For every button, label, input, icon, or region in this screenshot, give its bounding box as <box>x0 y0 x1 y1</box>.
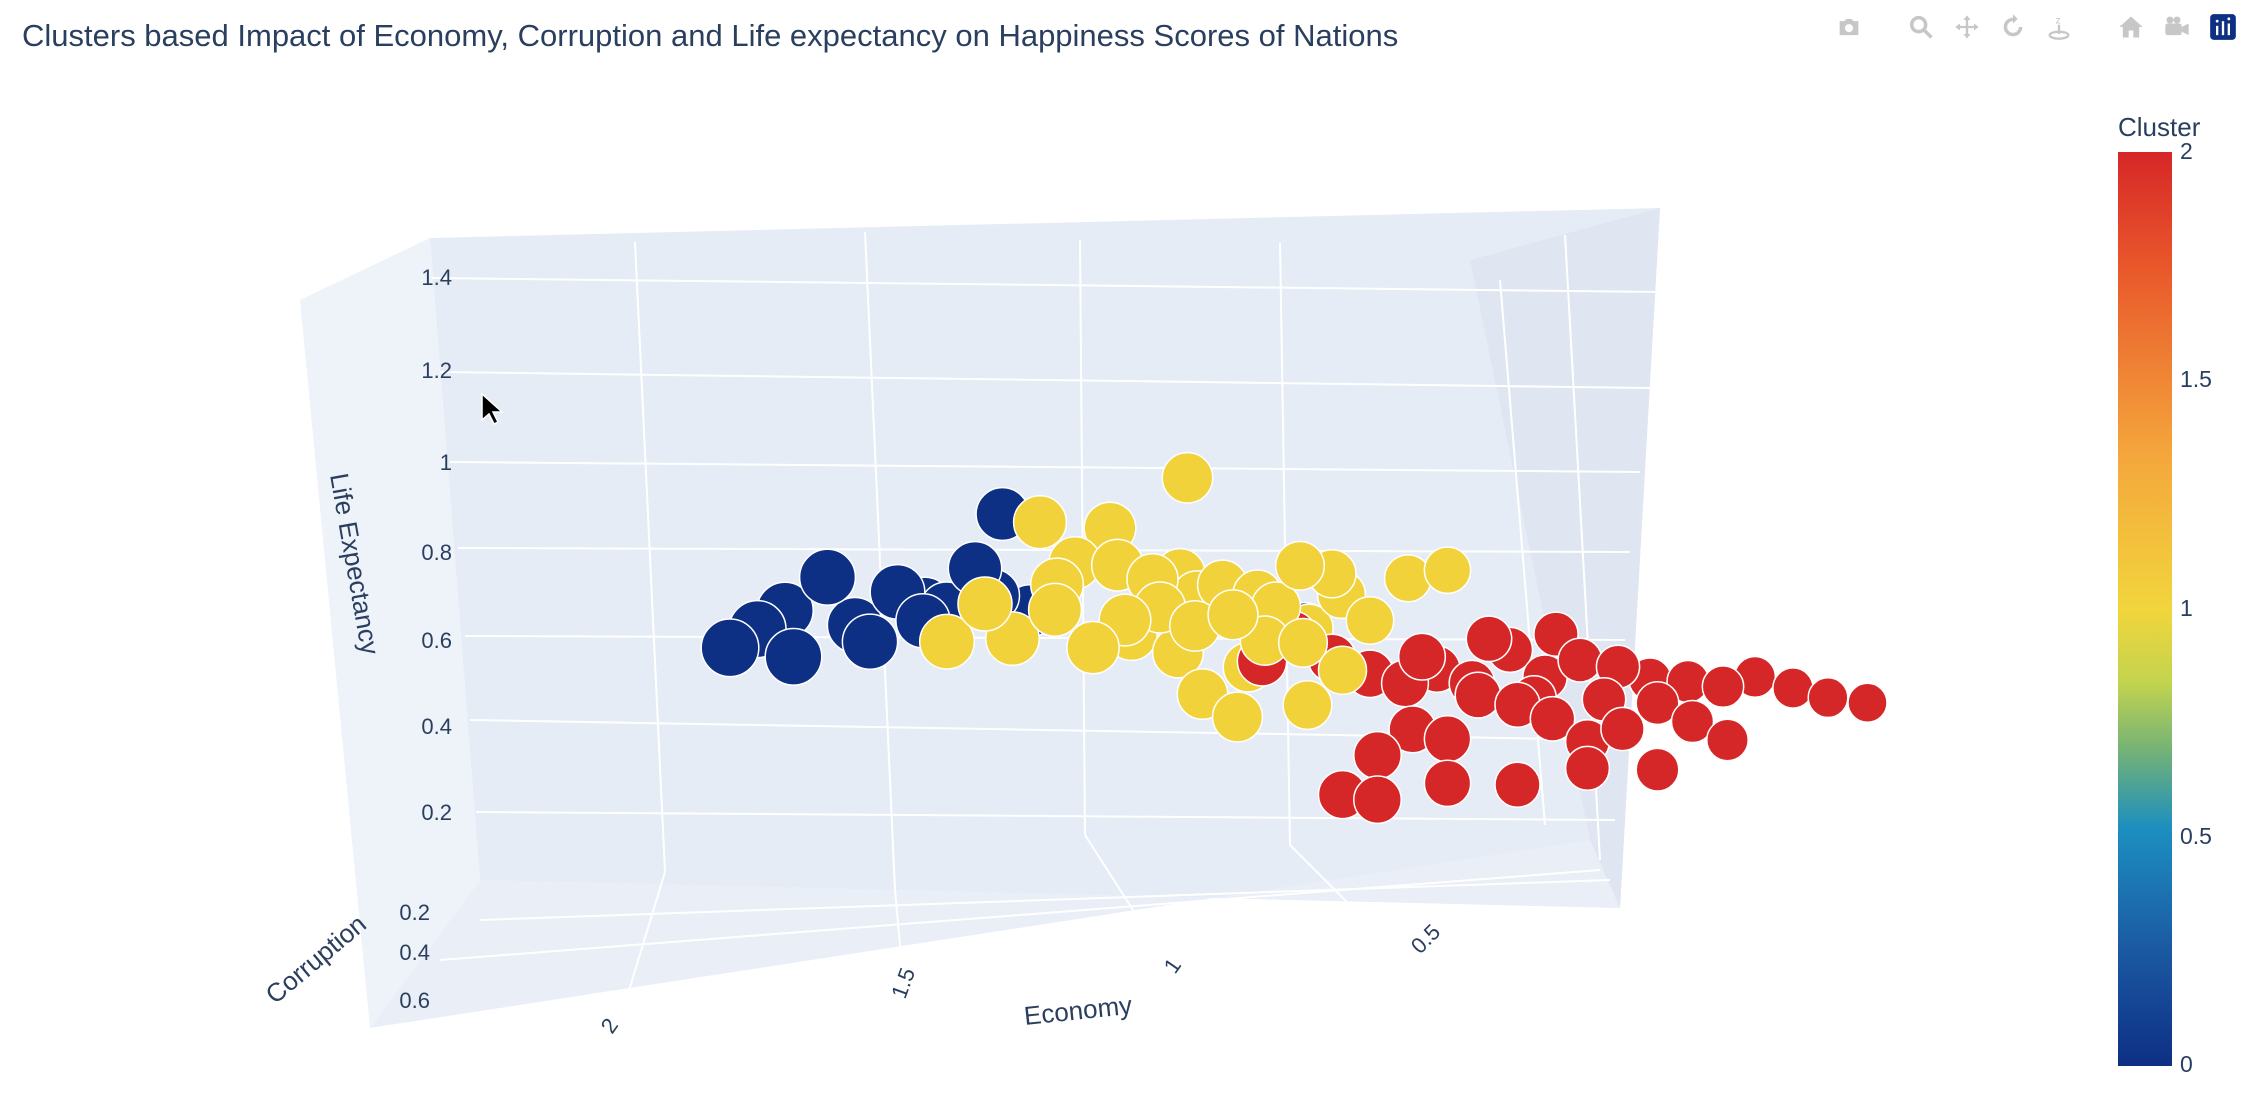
camera-last-save-icon[interactable] <box>2161 11 2193 43</box>
data-point-cluster-2 <box>1847 682 1888 724</box>
back-pane <box>430 208 1660 908</box>
data-point-cluster-1 <box>1282 680 1333 731</box>
grid-line <box>619 871 666 1021</box>
x-tick-label: 1.5 <box>886 964 920 1001</box>
z-tick-label: 1 <box>440 450 452 475</box>
plotly-logo-icon[interactable] <box>2207 11 2239 43</box>
data-point-cluster-2 <box>1353 775 1402 825</box>
colorbar-tick: 0 <box>2180 1051 2193 1077</box>
camera-icon[interactable] <box>1833 11 1865 43</box>
zoom-icon[interactable] <box>1905 11 1937 43</box>
data-point-cluster-1 <box>1345 596 1395 645</box>
data-point-cluster-1 <box>1012 495 1068 550</box>
grid-line <box>449 461 1641 473</box>
grid-line <box>894 889 906 1001</box>
reset-camera-icon[interactable] <box>2115 11 2147 43</box>
colorbar-tick: 2 <box>2180 138 2193 164</box>
grid-line <box>431 277 1661 293</box>
colorbar-tick: 0.5 <box>2180 823 2212 849</box>
data-point-cluster-2 <box>1494 761 1541 808</box>
left-pane <box>300 238 480 1028</box>
pan-icon[interactable] <box>1951 11 1983 43</box>
data-point-cluster-1 <box>957 576 1013 632</box>
svg-text:z: z <box>2056 15 2061 27</box>
data-point-cluster-0 <box>841 613 899 671</box>
turntable-rotation-icon[interactable]: z <box>2043 11 2075 43</box>
z-tick-label: 0.8 <box>421 540 452 565</box>
data-point-cluster-2 <box>1635 747 1680 792</box>
mouse-cursor-icon <box>480 392 504 431</box>
data-point-cluster-2 <box>1706 718 1749 762</box>
data-point-cluster-2 <box>1423 715 1472 763</box>
grid-line <box>864 231 896 891</box>
x-axis-title: Economy <box>1022 990 1133 1031</box>
data-point-cluster-1 <box>1027 582 1083 637</box>
data-point-cluster-2 <box>1807 677 1849 719</box>
data-point-cluster-0 <box>700 618 760 678</box>
colorbar-title: Cluster <box>2118 112 2201 142</box>
data-point-cluster-2 <box>1397 632 1447 681</box>
grid-line <box>439 371 1651 389</box>
chart-title: Clusters based Impact of Economy, Corrup… <box>22 18 1399 53</box>
data-point-cluster-1 <box>1274 540 1326 591</box>
data-point-cluster-1 <box>1211 691 1264 743</box>
data-point-cluster-2 <box>1670 699 1715 744</box>
x-tick-label: 0.5 <box>1406 919 1445 958</box>
orbit-rotation-icon[interactable] <box>1997 11 2029 43</box>
data-point-cluster-1 <box>1317 645 1368 696</box>
z-tick-label: 0.6 <box>421 628 452 653</box>
data-point-cluster-2 <box>1772 667 1814 709</box>
data-point-cluster-2 <box>1529 695 1576 742</box>
data-point-cluster-2 <box>1600 706 1645 752</box>
y-axis-title: Corruption <box>260 909 372 1010</box>
grid-line <box>1279 242 1291 846</box>
colorbar-tick: 1 <box>2180 595 2193 621</box>
floor-pane <box>370 840 1620 1028</box>
data-point-cluster-2 <box>1423 759 1472 808</box>
z-tick-label: 1.4 <box>421 265 452 290</box>
grid-line <box>475 811 1616 821</box>
data-point-cluster-2 <box>1353 730 1402 780</box>
grid-line <box>1289 844 1396 951</box>
data-point-cluster-1 <box>1207 589 1259 641</box>
data-point-cluster-2 <box>1557 637 1603 683</box>
data-point-cluster-1 <box>918 613 976 670</box>
modebar: z <box>1833 10 2245 44</box>
y-tick-label: 0.4 <box>399 940 430 965</box>
data-point-cluster-1 <box>1383 554 1433 603</box>
z-tick-label: 0.2 <box>421 800 452 825</box>
colorbar <box>2118 152 2172 1066</box>
data-point-cluster-2 <box>1564 745 1611 791</box>
z-tick-label: 1.2 <box>421 358 452 383</box>
y-tick-label: 0.2 <box>399 900 430 925</box>
data-point-cluster-2 <box>1701 665 1745 709</box>
data-point-cluster-1 <box>1277 617 1329 668</box>
x-tick-label: 1 <box>1159 953 1187 977</box>
y-tick-label: 0.6 <box>399 988 430 1013</box>
data-point-cluster-1 <box>1066 620 1120 675</box>
data-point-cluster-2 <box>1465 615 1513 663</box>
x-tick-label: 2 <box>596 1013 624 1037</box>
grid-line <box>439 869 1601 961</box>
z-tick-label: 0.4 <box>421 714 452 739</box>
data-point-cluster-0 <box>798 548 857 606</box>
data-point-cluster-1 <box>1161 451 1214 504</box>
data-point-cluster-1 <box>1423 546 1472 595</box>
grid-line <box>634 241 666 873</box>
data-point-cluster-2 <box>1454 671 1502 719</box>
data-point-cluster-2 <box>1635 681 1680 726</box>
data-point-cluster-0 <box>764 627 823 686</box>
grid-line <box>479 879 1611 921</box>
colorbar-tick: 1.5 <box>2180 366 2212 392</box>
